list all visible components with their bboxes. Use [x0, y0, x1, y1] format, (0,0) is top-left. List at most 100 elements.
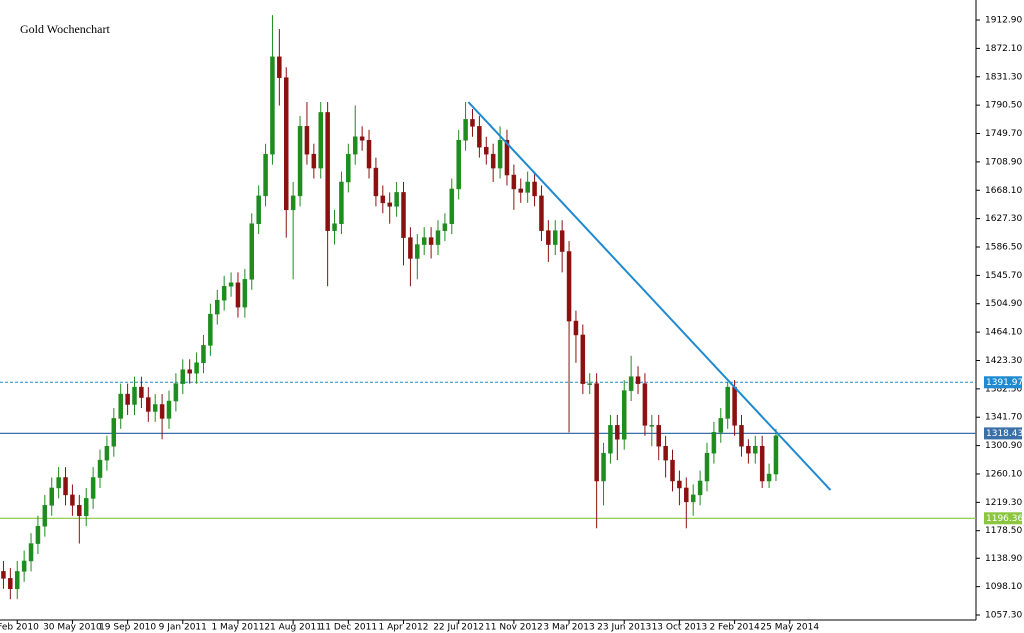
- candle-body: [249, 223, 255, 280]
- candle-body: [352, 136, 358, 155]
- candle-body: [242, 279, 248, 308]
- candle-body: [690, 494, 696, 503]
- y-tick-label: 1423.30: [985, 356, 1022, 366]
- candle-body: [704, 452, 710, 482]
- level-label: 1391.97: [986, 378, 1023, 388]
- candle-body: [635, 376, 641, 384]
- candle-body: [408, 237, 413, 259]
- candle-body: [435, 230, 441, 245]
- y-tick-label: 1300.90: [985, 441, 1022, 451]
- candle-body: [670, 459, 675, 482]
- candle-body: [766, 473, 772, 482]
- level-label-box: [984, 512, 1022, 525]
- y-tick-label: 1912.90: [985, 16, 1022, 26]
- candle-body: [642, 383, 648, 426]
- x-tick-label: Feb 2010: [0, 623, 39, 633]
- chart-title: Gold Wochenchart: [20, 22, 110, 36]
- y-tick-label: 1831.30: [985, 72, 1022, 82]
- candle-body: [759, 445, 765, 482]
- x-tick-label: 25 May 2014: [760, 623, 819, 633]
- candle-body: [28, 543, 34, 562]
- x-tick-label: 9 Jan 2011: [159, 623, 207, 633]
- candle-body: [587, 383, 592, 385]
- candle-body: [359, 136, 365, 141]
- candle-body: [228, 282, 234, 287]
- x-tick-label: 19 Sep 2010: [99, 623, 156, 633]
- candle-body: [215, 299, 220, 315]
- candle-body: [277, 56, 282, 78]
- y-tick-label: 1749.70: [985, 129, 1022, 139]
- candle-body: [380, 195, 386, 204]
- candle-body: [442, 223, 448, 231]
- candle-body: [283, 77, 289, 211]
- candle-body: [70, 494, 75, 506]
- y-tick-label: 1382.50: [985, 384, 1022, 394]
- candle-body: [35, 525, 41, 544]
- candle-body: [118, 393, 123, 419]
- y-tick-label: 1138.90: [985, 554, 1022, 564]
- candle-body: [139, 386, 144, 398]
- candle-body: [221, 286, 227, 301]
- y-tick-label: 1219.30: [985, 498, 1022, 508]
- candle-body: [463, 119, 468, 141]
- candle-body: [83, 498, 89, 517]
- y-tick-label: 1178.50: [985, 526, 1022, 536]
- candle-body: [152, 404, 158, 412]
- candle-body: [14, 571, 20, 590]
- candle-body: [339, 181, 344, 224]
- candle-body: [187, 369, 192, 374]
- candle-body: [621, 390, 627, 440]
- x-tick-label: 30 May 2010: [43, 623, 102, 633]
- candle-body: [104, 445, 110, 461]
- candle-body: [773, 435, 779, 475]
- y-tick-label: 1790.50: [985, 101, 1022, 111]
- candle-body: [146, 397, 151, 412]
- candle-body: [49, 487, 54, 506]
- candle-body: [456, 140, 461, 190]
- candle-body: [566, 251, 572, 322]
- x-tick-label: 21 Aug 2011: [264, 623, 322, 633]
- candle-body: [746, 445, 751, 454]
- candle-body: [270, 56, 275, 155]
- candle-body: [111, 418, 117, 447]
- x-tick-label: 1 Apr 2012: [379, 623, 429, 633]
- candle-body: [580, 334, 586, 384]
- candle-body: [739, 425, 744, 447]
- trendline: [467, 101, 832, 491]
- candle-body: [663, 445, 668, 461]
- y-tick-label: 1341.70: [985, 413, 1022, 423]
- candle-body: [532, 181, 537, 197]
- candle-body: [594, 383, 599, 482]
- candle-body: [21, 560, 27, 572]
- candle-body: [297, 126, 303, 197]
- candle-body: [263, 153, 268, 197]
- candle-body: [373, 167, 379, 197]
- level-label: 1196.36: [986, 514, 1023, 524]
- candle-body: [753, 445, 758, 454]
- candle-body: [63, 477, 68, 496]
- candle-body: [546, 230, 551, 245]
- candle-body: [201, 345, 206, 364]
- candle-body: [208, 313, 213, 346]
- candle-body: [497, 140, 503, 169]
- candle-body: [615, 425, 620, 440]
- y-tick-label: 1708.90: [985, 157, 1022, 167]
- y-tick-label: 1545.70: [985, 271, 1022, 281]
- candle-body: [525, 181, 530, 193]
- y-tick-label: 1057.30: [985, 610, 1022, 620]
- candle-body: [173, 383, 179, 402]
- candle-body: [511, 174, 517, 190]
- candle-body: [608, 425, 613, 454]
- candle-body: [415, 244, 420, 259]
- x-tick-label: 11 Nov 2012: [485, 623, 543, 633]
- candle-body: [42, 505, 48, 527]
- candle-body: [718, 418, 724, 433]
- candle-body: [470, 119, 475, 127]
- candle-body: [697, 480, 703, 496]
- candle-body: [732, 386, 737, 426]
- candle-body: [304, 126, 310, 155]
- y-tick-label: 1627.30: [985, 214, 1022, 224]
- candle-body: [366, 140, 372, 169]
- candle-body: [387, 202, 392, 207]
